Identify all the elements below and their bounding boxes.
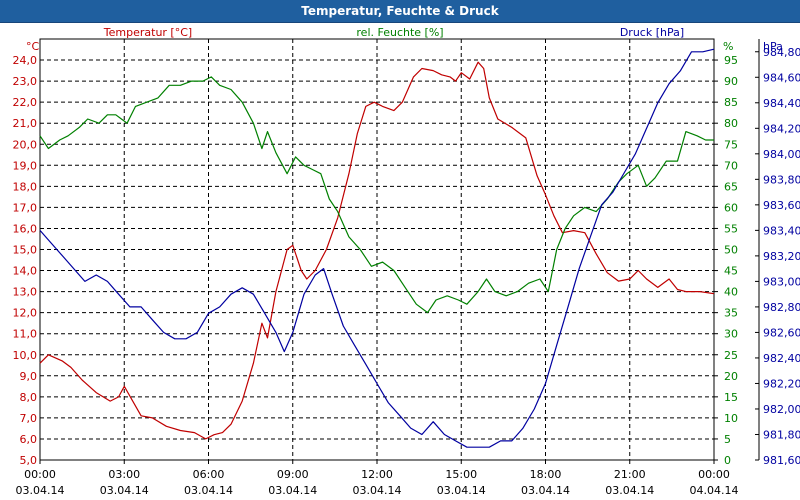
x-tick-label-date: 03.04.14 [184, 484, 233, 497]
y-tick-label-temperature: 6,0 [20, 433, 38, 446]
legend: Temperatur [°C] rel. Feuchte [%] Druck [… [26, 26, 783, 53]
y-tick-label-temperature: 17,0 [13, 201, 38, 214]
y-tick-label-pressure: 982,80 [763, 301, 800, 314]
y-tick-label-temperature: 19,0 [13, 159, 38, 172]
y-tick-label-temperature: 10,0 [13, 349, 38, 362]
y-tick-label-humidity: 75 [724, 138, 738, 151]
y-tick-label-temperature: 23,0 [13, 75, 38, 88]
y-tick-label-humidity: 60 [724, 201, 738, 214]
x-tick-label-time: 00:00 [698, 468, 730, 481]
y-tick-label-pressure: 983,40 [763, 224, 800, 237]
x-tick-label-date: 03.04.14 [16, 484, 65, 497]
y-tick-label-temperature: 16,0 [13, 222, 38, 235]
y-tick-label-humidity: 40 [724, 286, 738, 299]
y-tick-label-humidity: 25 [724, 349, 738, 362]
window-title: Temperatur, Feuchte & Druck [301, 4, 499, 18]
y-tick-label-pressure: 984,00 [763, 148, 800, 161]
y-tick-label-humidity: 90 [724, 75, 738, 88]
y-tick-label-humidity: 15 [724, 391, 738, 404]
x-tick-label-time: 21:00 [614, 468, 646, 481]
y-tick-label-pressure: 982,20 [763, 377, 800, 390]
x-tick-label-date: 03.04.14 [353, 484, 402, 497]
y-tick-label-pressure: 982,60 [763, 326, 800, 339]
y-tick-label-humidity: 10 [724, 412, 738, 425]
y-tick-label-humidity: 50 [724, 244, 738, 257]
unit-pressure: hPa [763, 40, 783, 53]
y-tick-label-humidity: 20 [724, 370, 738, 383]
legend-pressure: Druck [hPa] [620, 26, 684, 39]
line-chart: 00:00 03.04.14 03:00 03.04.14 06:00 03.04.14 0… [13, 26, 800, 497]
y-tick-label-pressure: 982,40 [763, 352, 800, 365]
y-tick-label-temperature: 24,0 [13, 54, 38, 67]
y-tick-label-temperature: 8,0 [20, 391, 38, 404]
y-tick-label-humidity: 0 [724, 454, 731, 467]
y-tick-label-temperature: 22,0 [13, 96, 38, 109]
x-tick-label-date: 03.04.14 [100, 484, 149, 497]
y-tick-label-pressure: 983,80 [763, 173, 800, 186]
series-lines [39, 48, 715, 448]
y-tick-label-pressure: 984,40 [763, 97, 800, 110]
y-tick-label-pressure: 984,20 [763, 122, 800, 135]
y-tick-label-pressure: 982,00 [763, 403, 800, 416]
y-tick-label-humidity: 80 [724, 117, 738, 130]
legend-humidity: rel. Feuchte [%] [356, 26, 443, 39]
legend-temperature: Temperatur [°C] [103, 26, 192, 39]
y-tick-label-pressure: 984,80 [763, 46, 800, 59]
y-tick-label-pressure: 981,60 [763, 454, 800, 467]
y-tick-label-humidity: 65 [724, 180, 738, 193]
y-tick-label-temperature: 14,0 [13, 265, 38, 278]
y-tick-label-temperature: 5,0 [20, 454, 38, 467]
y-tick-label-pressure: 983,20 [763, 250, 800, 263]
y-tick-label-humidity: 45 [724, 265, 738, 278]
x-tick-label-time: 18:00 [530, 468, 562, 481]
unit-temperature: °C [26, 40, 40, 53]
x-tick-label-date: 03.04.14 [437, 484, 486, 497]
y-tick-label-humidity: 55 [724, 222, 738, 235]
y-tick-label-temperature: 9,0 [20, 370, 38, 383]
x-tick-label-time: 09:00 [277, 468, 309, 481]
y-tick-label-temperature: 11,0 [13, 328, 38, 341]
y-tick-label-temperature: 21,0 [13, 117, 38, 130]
x-tick-label-time: 15:00 [445, 468, 477, 481]
y-tick-label-temperature: 15,0 [13, 244, 38, 257]
y-tick-label-temperature: 20,0 [13, 138, 38, 151]
y-tick-label-humidity: 35 [724, 307, 738, 320]
x-tick-label-time: 12:00 [361, 468, 393, 481]
y-tick-label-pressure: 984,60 [763, 71, 800, 84]
y-tick-label-humidity: 70 [724, 159, 738, 172]
x-tick-label-date: 04.04.14 [690, 484, 739, 497]
unit-humidity: % [723, 40, 733, 53]
y-tick-label-temperature: 12,0 [13, 307, 38, 320]
x-tick-label-date: 03.04.14 [268, 484, 317, 497]
y-tick-label-temperature: 7,0 [20, 412, 38, 425]
y-tick-label-pressure: 981,80 [763, 428, 800, 441]
y-tick-label-temperature: 18,0 [13, 180, 38, 193]
y-tick-label-humidity: 30 [724, 328, 738, 341]
x-tick-label-date: 03.04.14 [605, 484, 654, 497]
series-line-temperature [39, 61, 715, 440]
window-titlebar: Temperatur, Feuchte & Druck [0, 0, 800, 23]
x-tick-label-date: 03.04.14 [521, 484, 570, 497]
x-tick-label-time: 03:00 [108, 468, 140, 481]
y-tick-label-pressure: 983,60 [763, 199, 800, 212]
axes: 00:00 03.04.14 03:00 03.04.14 06:00 03.04.14 0… [13, 39, 800, 497]
y-tick-label-temperature: 13,0 [13, 286, 38, 299]
y-tick-label-humidity: 5 [724, 433, 731, 446]
y-tick-label-humidity: 95 [724, 54, 738, 67]
x-tick-label-time: 00:00 [24, 468, 56, 481]
y-tick-label-humidity: 85 [724, 96, 738, 109]
series-line-pressure [39, 48, 715, 448]
y-tick-label-pressure: 983,00 [763, 275, 800, 288]
x-tick-label-time: 06:00 [193, 468, 225, 481]
